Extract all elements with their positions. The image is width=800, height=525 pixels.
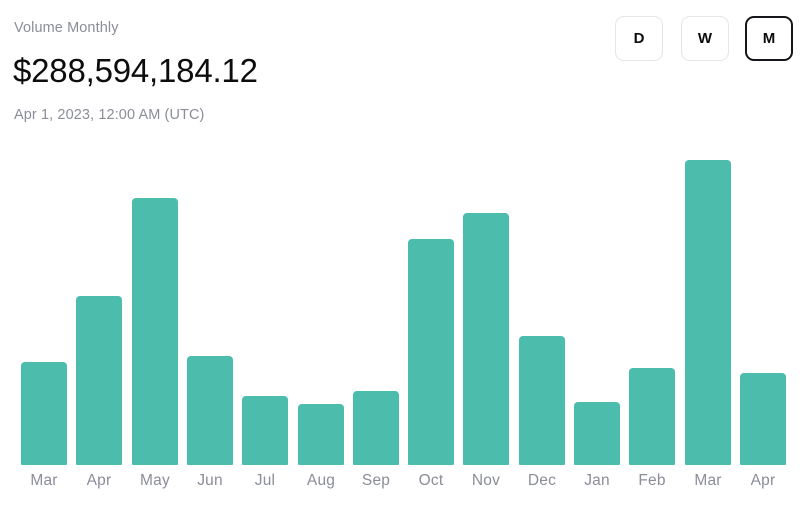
x-axis-label-5: Aug bbox=[306, 472, 336, 489]
bar-apr-1[interactable] bbox=[76, 296, 122, 465]
range-button-month[interactable]: M bbox=[745, 16, 793, 61]
x-axis-label-10: Jan bbox=[584, 472, 610, 489]
range-button-week[interactable]: W bbox=[681, 16, 729, 61]
x-axis-label-3: Jun bbox=[197, 472, 223, 489]
bar-oct-7[interactable] bbox=[408, 239, 454, 465]
x-axis-label-0: Mar bbox=[30, 472, 58, 489]
chart-plot-area bbox=[0, 140, 800, 465]
bar-mar-0[interactable] bbox=[21, 362, 67, 465]
x-axis-label-7: Oct bbox=[418, 472, 444, 489]
bar-nov-8[interactable] bbox=[463, 213, 509, 465]
bar-mar-12[interactable] bbox=[685, 160, 731, 465]
bar-jan-10[interactable] bbox=[574, 402, 620, 465]
bar-feb-11[interactable] bbox=[629, 368, 675, 465]
x-axis-label-9: Dec bbox=[527, 472, 557, 489]
bar-aug-5[interactable] bbox=[298, 404, 344, 465]
x-axis-label-8: Nov bbox=[471, 472, 501, 489]
chart-x-axis: Mar Apr May Jun Jul Aug Sep Oct Nov Dec Jan Feb Mar A… bbox=[0, 468, 800, 508]
x-axis-label-13: Apr bbox=[750, 472, 776, 489]
bar-jul-4[interactable] bbox=[242, 396, 288, 465]
range-button-day[interactable]: D bbox=[615, 16, 663, 61]
range-toggle-group: D W M bbox=[615, 16, 795, 61]
x-axis-label-1: Apr bbox=[86, 472, 112, 489]
metric-value: $288,594,184.12 bbox=[13, 52, 258, 89]
bar-jun-3[interactable] bbox=[187, 356, 233, 465]
bar-apr-13[interactable] bbox=[740, 373, 786, 465]
bar-may-2[interactable] bbox=[132, 198, 178, 465]
chart-header: Volume Monthly $288,594,184.12 Apr 1, 20… bbox=[0, 0, 800, 140]
metric-timestamp: Apr 1, 2023, 12:00 AM (UTC) bbox=[14, 107, 205, 123]
x-axis-label-2: May bbox=[140, 472, 170, 489]
x-axis-label-11: Feb bbox=[638, 472, 666, 489]
x-axis-label-12: Mar bbox=[694, 472, 722, 489]
x-axis-label-4: Jul bbox=[254, 472, 276, 489]
x-axis-label-6: Sep bbox=[361, 472, 391, 489]
metric-label: Volume Monthly bbox=[14, 20, 119, 36]
bar-dec-9[interactable] bbox=[519, 336, 565, 465]
bar-sep-6[interactable] bbox=[353, 391, 399, 465]
bar-chart: Mar Apr May Jun Jul Aug Sep Oct Nov Dec Jan Feb Mar A… bbox=[0, 140, 800, 525]
